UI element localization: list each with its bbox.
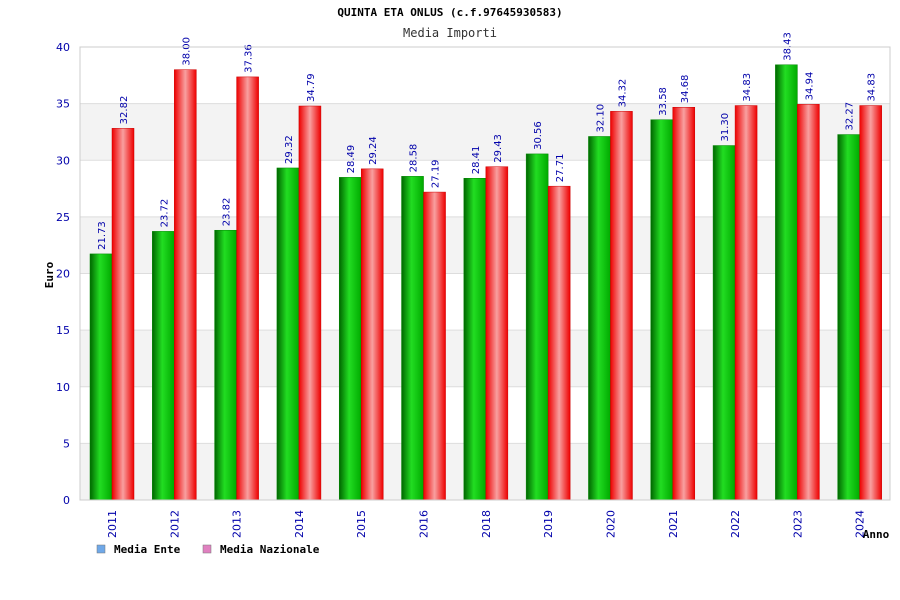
bar-media-ente xyxy=(837,134,860,501)
bar-value-label: 27.19 xyxy=(431,159,442,188)
y-tick-label: 0 xyxy=(63,494,70,507)
bar-media-nazionale xyxy=(485,166,509,501)
plot-frame xyxy=(79,46,891,501)
legend-swatch xyxy=(96,544,106,554)
bar-media-ente xyxy=(401,176,424,501)
plot-band xyxy=(80,47,890,104)
bars-group: 21.73 32.82 23.72 38.00 23.82 37.36 29.32 34.79… xyxy=(89,32,882,501)
bar-value-label: 33.58 xyxy=(658,87,669,116)
legend: Media Ente Media Nazionale xyxy=(96,543,320,556)
x-tick-label: 2016 xyxy=(418,510,431,538)
bar-value-label: 32.10 xyxy=(595,104,606,133)
bar-value-label: 29.32 xyxy=(284,135,295,164)
x-tick-label: 2019 xyxy=(542,510,555,538)
bar-media-nazionale xyxy=(734,105,758,501)
bar-media-ente xyxy=(525,153,549,501)
bar-value-label: 23.72 xyxy=(159,199,170,228)
bar-value-label: 34.79 xyxy=(306,73,317,102)
legend-label: Media Nazionale xyxy=(220,543,320,556)
x-tick-label: 2013 xyxy=(231,510,244,538)
bar-media-ente xyxy=(463,178,487,501)
x-tick-label: 2020 xyxy=(604,510,617,538)
bar-media-nazionale xyxy=(423,191,446,501)
y-tick-label: 40 xyxy=(56,41,70,54)
x-tick-label: 2014 xyxy=(293,510,306,538)
bar-value-label: 38.00 xyxy=(181,37,192,66)
y-tick-label: 10 xyxy=(56,381,70,394)
y-tick-label: 35 xyxy=(56,98,70,111)
y-axis-label: Euro xyxy=(43,261,56,288)
bar-media-ente xyxy=(338,177,362,501)
x-tick-label: 2024 xyxy=(854,510,867,538)
y-tick-label: 5 xyxy=(63,437,70,450)
bar-value-label: 27.71 xyxy=(555,154,566,183)
legend-label: Media Ente xyxy=(114,543,181,556)
x-tick-label: 2023 xyxy=(791,510,804,538)
bar-value-label: 32.27 xyxy=(845,102,856,131)
bar-value-label: 28.58 xyxy=(409,144,420,173)
y-tick-label: 20 xyxy=(56,268,70,281)
y-tick-label: 25 xyxy=(56,211,70,224)
x-tick-label: 2022 xyxy=(729,510,742,538)
y-tick-label: 30 xyxy=(56,154,70,167)
bar-value-label: 23.82 xyxy=(222,198,233,227)
bar-media-nazionale xyxy=(236,76,259,501)
bar-media-ente xyxy=(89,253,113,501)
bar-value-label: 21.73 xyxy=(97,221,108,250)
bar-media-nazionale xyxy=(298,105,322,501)
x-tick-label: 2012 xyxy=(168,510,181,538)
bar-media-ente xyxy=(152,231,175,501)
bar-media-ente xyxy=(650,119,674,501)
bar-media-nazionale xyxy=(859,105,882,501)
bar-media-nazionale xyxy=(672,106,696,501)
bar-media-ente xyxy=(276,167,300,501)
bar-value-label: 29.24 xyxy=(368,136,379,165)
bar-value-label: 34.83 xyxy=(867,73,878,102)
bar-media-nazionale xyxy=(111,128,135,501)
x-tick-label: 2018 xyxy=(480,510,493,538)
x-tick-label: 2021 xyxy=(667,510,680,538)
bar-media-ente xyxy=(214,229,237,501)
bar-media-ente xyxy=(588,136,611,501)
chart-subtitle: Media Importi xyxy=(403,26,497,40)
bar-value-label: 37.36 xyxy=(244,44,255,73)
bar-media-nazionale xyxy=(797,104,820,501)
bar-value-label: 34.94 xyxy=(804,72,815,101)
bar-value-label: 38.43 xyxy=(782,32,793,61)
bar-media-nazionale xyxy=(360,168,384,501)
bar-media-ente xyxy=(775,64,798,501)
bar-value-label: 28.49 xyxy=(346,145,357,174)
x-tick-label: 2015 xyxy=(355,510,368,538)
bar-value-label: 34.83 xyxy=(742,73,753,102)
bar-value-label: 31.30 xyxy=(720,113,731,142)
x-tick-label: 2011 xyxy=(106,510,119,538)
chart-title: QUINTA ETA ONLUS (c.f.97645930583) xyxy=(337,6,562,19)
bar-media-nazionale xyxy=(174,69,197,501)
plot-band xyxy=(80,103,890,161)
bar-value-label: 30.56 xyxy=(533,121,544,150)
bar-media-ente xyxy=(712,145,736,501)
bar-value-label: 29.43 xyxy=(493,134,504,163)
x-axis-label: Anno xyxy=(863,528,890,541)
bar-value-label: 34.32 xyxy=(617,79,628,108)
bar-media-nazionale xyxy=(547,185,571,501)
bar-value-label: 32.82 xyxy=(119,96,130,125)
bar-media-nazionale xyxy=(610,111,633,501)
axes-group: 0 5 10 15 20 25 30 35 40 2011 2012 2013 2014 2015 2016… xyxy=(56,41,891,538)
y-tick-label: 15 xyxy=(56,324,70,337)
legend-swatch xyxy=(202,544,212,554)
bar-value-label: 28.41 xyxy=(471,146,482,175)
bar-value-label: 34.68 xyxy=(680,75,691,104)
